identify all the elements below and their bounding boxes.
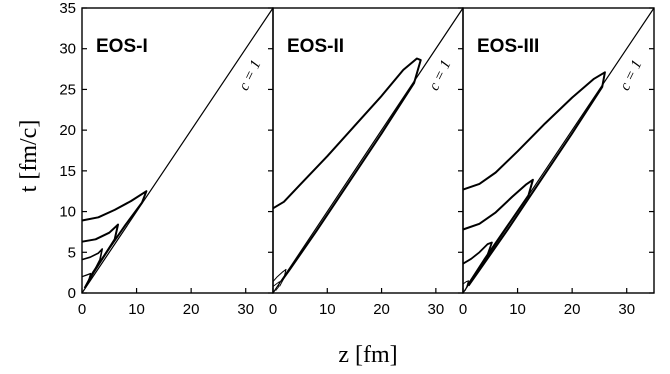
x-tick-label: 0 xyxy=(459,301,467,318)
panel-3: 0 10 20 30 EOS-III c = 1 xyxy=(459,7,655,318)
y-axis-label: t [fm/c] xyxy=(16,120,42,193)
light-cone-line xyxy=(81,7,274,294)
x-tick-label: 10 xyxy=(319,301,336,318)
contour-1 xyxy=(272,57,422,283)
x-tick-label: 20 xyxy=(373,301,390,318)
contour-3 xyxy=(462,241,493,285)
y-axis: 0 5 10 15 20 25 30 35 xyxy=(59,0,87,302)
light-cone-annotation: c = 1 xyxy=(617,58,645,94)
panel-title: EOS-II xyxy=(287,36,344,57)
y-tick-label: 10 xyxy=(59,204,76,221)
panel-title: EOS-III xyxy=(477,36,539,57)
x-tick-label: 30 xyxy=(237,301,254,318)
light-cone-annotation: c = 1 xyxy=(236,58,264,94)
x-tick-label: 10 xyxy=(128,301,145,318)
panel-frame xyxy=(462,7,655,294)
x-tick-label: 20 xyxy=(183,301,200,318)
light-cone-line xyxy=(272,7,464,294)
contour-4 xyxy=(81,272,92,288)
light-cone-annotation: c = 1 xyxy=(426,58,454,94)
x-tick-label: 30 xyxy=(428,301,445,318)
y-tick-label: 35 xyxy=(59,0,76,17)
y-tick-label: 5 xyxy=(68,244,76,261)
contour-2 xyxy=(462,178,534,285)
panel-1: 0 10 20 30 EOS-I c = 1 xyxy=(78,7,274,318)
contour-3 xyxy=(81,248,103,286)
x-tick-label: 30 xyxy=(618,301,635,318)
x-axis-label: z [fm] xyxy=(338,342,397,368)
y-tick-label: 15 xyxy=(59,163,76,180)
contour-3 xyxy=(272,281,280,291)
contour-1 xyxy=(462,71,606,287)
panels: 0 10 20 30 EOS-I c = 1 0 10 20 30 EOS-II c = 1 0 10 20… xyxy=(78,7,655,318)
contour-4 xyxy=(462,280,469,291)
panel-2: 0 10 20 30 EOS-II c = 1 xyxy=(269,7,464,318)
y-tick-label: 25 xyxy=(59,81,76,98)
x-tick-label: 0 xyxy=(269,301,277,318)
y-tick-label: 0 xyxy=(68,285,76,302)
y-tick-label: 20 xyxy=(59,122,76,139)
contour-2 xyxy=(272,268,287,287)
x-tick-label: 0 xyxy=(78,301,86,318)
x-tick-label: 20 xyxy=(564,301,581,318)
panel-title: EOS-I xyxy=(96,36,148,57)
x-tick-label: 10 xyxy=(509,301,526,318)
y-tick-label: 30 xyxy=(59,41,76,58)
